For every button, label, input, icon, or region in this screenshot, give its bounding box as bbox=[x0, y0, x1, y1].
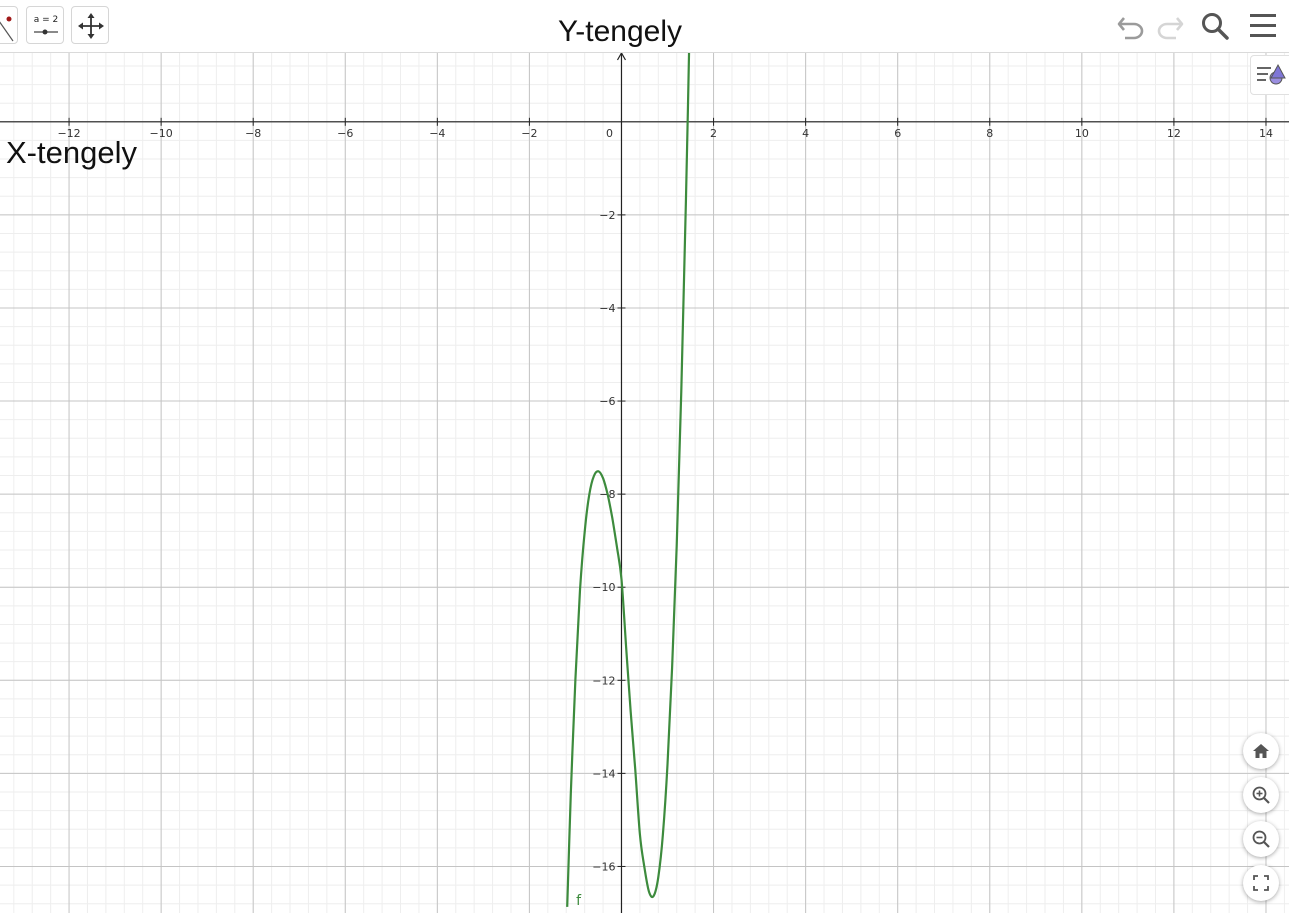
y-tick-label: −6 bbox=[599, 395, 615, 408]
point-line-icon bbox=[0, 16, 14, 42]
search-button[interactable] bbox=[1198, 10, 1232, 44]
standard-view-button[interactable] bbox=[1243, 733, 1279, 769]
search-icon bbox=[1202, 13, 1229, 40]
x-tick-label: −12 bbox=[57, 127, 80, 140]
x-tick-label: −2 bbox=[521, 127, 537, 140]
fullscreen-button[interactable] bbox=[1243, 865, 1279, 901]
x-tick-label: 0 bbox=[606, 127, 613, 140]
toolbar: a = 2 Y-tengely bbox=[0, 0, 1289, 53]
style-bar-toggle-button[interactable] bbox=[1250, 55, 1289, 95]
x-tick-label: −8 bbox=[245, 127, 261, 140]
x-tick-label: 14 bbox=[1259, 127, 1273, 140]
x-axis-title: X-tengely bbox=[6, 135, 137, 170]
y-tick-label: −12 bbox=[592, 674, 615, 687]
y-tick-label: −2 bbox=[599, 209, 615, 222]
zoom-in-icon bbox=[1252, 786, 1270, 804]
axes bbox=[0, 52, 1289, 913]
y-axis-arrow bbox=[616, 52, 627, 61]
main-menu-button[interactable] bbox=[1246, 10, 1280, 44]
x-tick-label: −6 bbox=[337, 127, 353, 140]
x-tick-label: 2 bbox=[710, 127, 717, 140]
graphics-view-canvas[interactable]: −12 −10 −8 −6 −4 −2 0 2 4 6 8 10 12 14−16−14−12−10−8−… bbox=[0, 52, 1289, 913]
slider-tool-button[interactable]: a = 2 bbox=[26, 6, 64, 44]
x-tick-label: −4 bbox=[429, 127, 445, 140]
fullscreen-icon bbox=[1253, 875, 1269, 891]
move-graphics-view-tool-button[interactable] bbox=[71, 6, 109, 44]
y-axis-title: Y-tengely bbox=[558, 15, 682, 48]
x-tick-label: 6 bbox=[894, 127, 901, 140]
y-tick-label: −4 bbox=[599, 302, 615, 315]
menu-icon bbox=[1250, 14, 1276, 37]
minor-grid bbox=[0, 52, 1289, 913]
y-tick-label: −14 bbox=[592, 767, 615, 780]
curve-label-f: f bbox=[576, 893, 582, 909]
zoom-out-button[interactable] bbox=[1243, 821, 1279, 857]
y-tick-label: −16 bbox=[592, 860, 615, 873]
x-tick-label: 12 bbox=[1167, 127, 1181, 140]
x-tick-label: 4 bbox=[802, 127, 809, 140]
redo-button[interactable] bbox=[1153, 10, 1187, 44]
zoom-out-icon bbox=[1252, 830, 1270, 848]
undo-button[interactable] bbox=[1114, 10, 1148, 44]
point-line-tool-button[interactable] bbox=[0, 6, 18, 44]
tick-labels: −12 −10 −8 −6 −4 −2 0 2 4 6 8 10 12 14−16−14−12−10−8−… bbox=[57, 127, 1273, 874]
style-bar-icon bbox=[1257, 63, 1286, 85]
x-tick-label: 10 bbox=[1075, 127, 1089, 140]
undo-icon bbox=[1117, 17, 1144, 40]
x-tick-label: −10 bbox=[150, 127, 173, 140]
major-grid bbox=[0, 52, 1289, 913]
x-tick-label: 8 bbox=[986, 127, 993, 140]
redo-icon bbox=[1157, 17, 1184, 40]
y-tick-label: −10 bbox=[592, 581, 615, 594]
slider-icon bbox=[34, 29, 58, 35]
home-icon bbox=[1253, 744, 1269, 758]
zoom-in-button[interactable] bbox=[1243, 777, 1279, 813]
function-curve-f[interactable] bbox=[566, 52, 691, 907]
move-arrows-icon bbox=[78, 13, 104, 39]
slider-tool-label: a = 2 bbox=[33, 15, 59, 25]
